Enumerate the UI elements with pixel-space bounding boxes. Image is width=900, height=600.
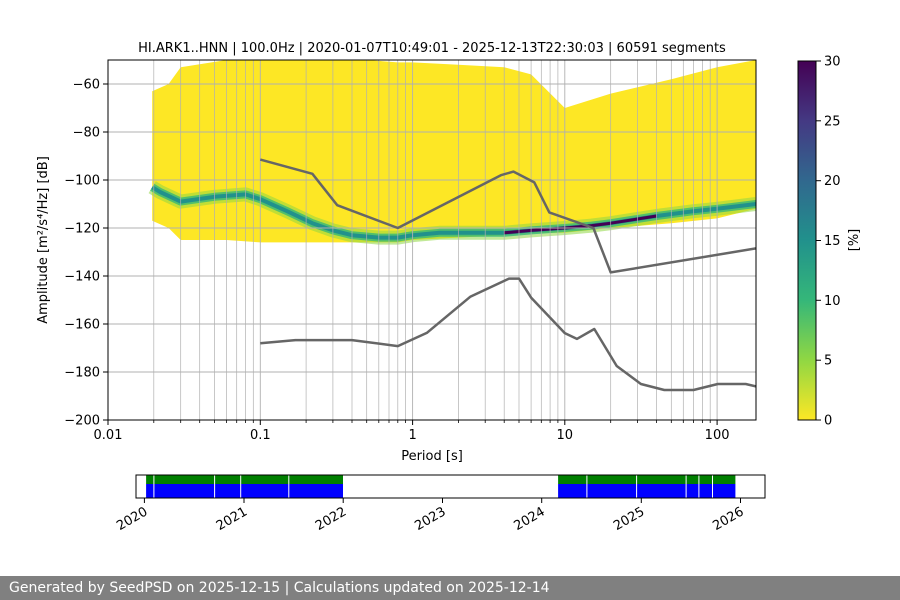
- y-tick-label: −80: [73, 126, 100, 141]
- timeline-tick-label: 2022: [313, 504, 349, 534]
- coverage-segment-bottom: [558, 484, 736, 498]
- timeline-tick-label: 2024: [512, 504, 548, 534]
- x-axis-label: Period [s]: [401, 449, 463, 464]
- x-tick-label: 1: [408, 428, 416, 443]
- timeline-tick-label: 2026: [710, 504, 746, 534]
- coverage-segment-top: [558, 475, 736, 484]
- colorbar-gradient: [797, 60, 817, 421]
- y-tick-label: −120: [64, 222, 100, 237]
- colorbar-tick-label: 30: [824, 55, 841, 70]
- y-tick-label: −180: [64, 366, 100, 381]
- colorbar-tick-label: 25: [824, 114, 841, 129]
- colorbar-tick-label: 0: [824, 414, 832, 429]
- y-tick-label: −140: [64, 270, 100, 285]
- coverage-segment-bottom: [146, 484, 343, 498]
- x-tick-label: 10: [557, 428, 574, 443]
- footer-bar: Generated by SeedPSD on 2025-12-15 | Cal…: [0, 576, 900, 600]
- timeline-tick-label: 2025: [611, 504, 647, 534]
- colorbar-tick-label: 10: [824, 294, 841, 309]
- chart-title: HI.ARK1..HNN | 100.0Hz | 2020-01-07T10:4…: [138, 41, 726, 56]
- y-tick-label: −60: [73, 78, 100, 93]
- plot-frame: [107, 59, 757, 421]
- colorbar-label: [%]: [847, 229, 862, 252]
- psd-mode-band-peak: [504, 214, 657, 235]
- series-line-nhnm: [259, 158, 756, 274]
- y-axis-label: Amplitude [m²/s⁴/Hz] [dB]: [36, 156, 51, 324]
- colorbar-tick-label: 5: [824, 354, 832, 369]
- timeline-tick-label: 2021: [214, 504, 250, 534]
- timeline-frame: [135, 474, 766, 499]
- coverage-segment-top: [146, 475, 343, 484]
- footer-text: Generated by SeedPSD on 2025-12-15 | Cal…: [9, 580, 550, 596]
- x-tick-label: 100: [705, 428, 730, 443]
- colorbar: 0 5 10 15 20 25 30 [%]: [797, 55, 862, 429]
- y-tick-label: −100: [64, 174, 100, 189]
- timeline-tick-label: 2020: [114, 504, 150, 534]
- timeline-tick-label: 2023: [412, 504, 448, 534]
- y-tick-label: −160: [64, 318, 100, 333]
- colorbar-tick-label: 15: [824, 234, 841, 249]
- psd-extent-area: [152, 60, 756, 243]
- x-tick-label: 0.1: [250, 428, 271, 443]
- y-tick-label: −200: [64, 414, 100, 429]
- series-line-nlnm: [260, 277, 756, 392]
- timeline-coverage: 2020 2021 2022 2023 2024 2025 2026: [114, 474, 766, 534]
- plot-area: 0.01 0.1 1 10 100 −200 −180 −160 −140 −120 −100 −8…: [64, 59, 757, 443]
- colorbar-tick-label: 20: [824, 174, 841, 189]
- x-tick-label: 0.01: [94, 428, 123, 443]
